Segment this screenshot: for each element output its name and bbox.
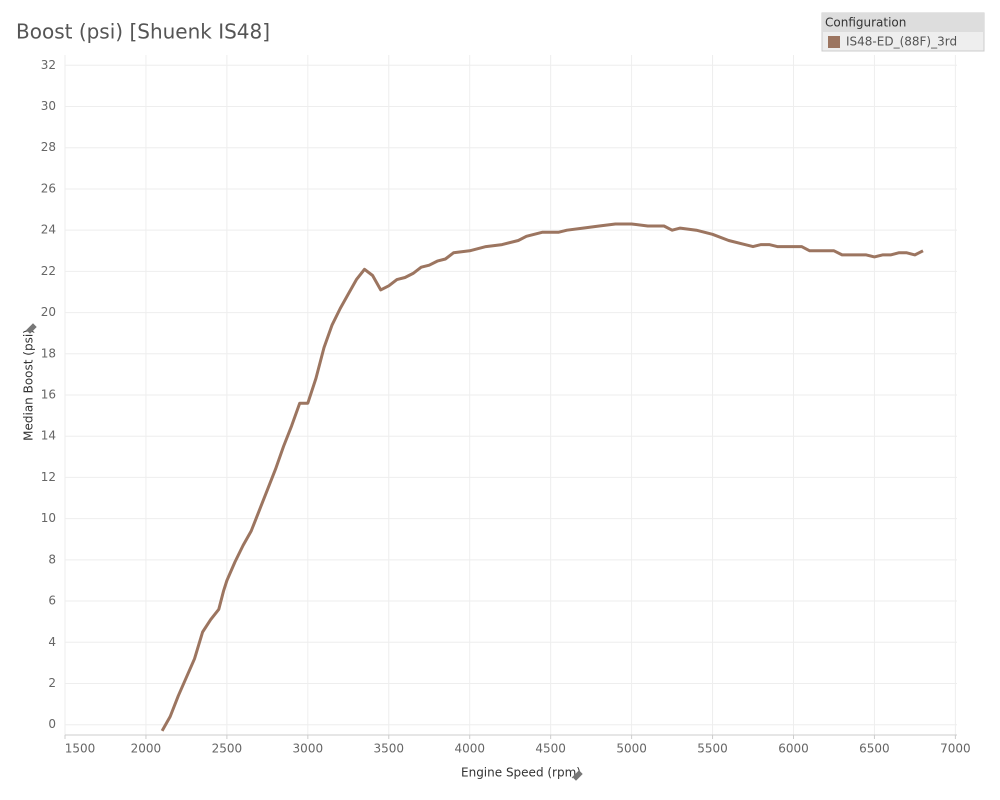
x-tick-label: 4500 bbox=[535, 742, 566, 756]
x-tick-label: 2000 bbox=[131, 742, 162, 756]
y-tick-label: 0 bbox=[48, 717, 56, 731]
y-tick-label: 6 bbox=[48, 594, 56, 608]
x-tick-label: 3000 bbox=[293, 742, 324, 756]
y-tick-label: 8 bbox=[48, 552, 56, 566]
y-tick-label: 32 bbox=[41, 58, 56, 72]
y-axis-title: Median Boost (psi) bbox=[22, 329, 36, 441]
y-tick-label: 2 bbox=[48, 676, 56, 690]
x-tick-label: 2500 bbox=[212, 742, 243, 756]
data-line bbox=[160, 222, 924, 732]
x-tick-label: 6500 bbox=[859, 742, 890, 756]
x-tick-label: 5500 bbox=[697, 742, 728, 756]
legend-swatch bbox=[828, 36, 840, 48]
y-tick-label: 12 bbox=[41, 470, 56, 484]
x-tick-label: 5000 bbox=[616, 742, 647, 756]
y-tick-label: 24 bbox=[41, 223, 56, 237]
x-tick-label: 4000 bbox=[454, 742, 485, 756]
x-tick-label: 3500 bbox=[374, 742, 405, 756]
legend[interactable]: Configuration IS48-ED_(88F)_3rd bbox=[821, 12, 985, 52]
pin-icon[interactable] bbox=[25, 323, 37, 334]
y-tick-label: 30 bbox=[41, 99, 56, 113]
legend-label[interactable]: IS48-ED_(88F)_3rd bbox=[846, 35, 957, 49]
x-tick-label: 1500 bbox=[65, 742, 96, 756]
y-tick-label: 28 bbox=[41, 140, 56, 154]
chart-title: Boost (psi) [Shuenk IS48] bbox=[16, 20, 270, 44]
x-tick-label: 6000 bbox=[778, 742, 809, 756]
pin-icon[interactable] bbox=[571, 770, 583, 781]
legend-title: Configuration bbox=[825, 16, 906, 30]
y-tick-label: 14 bbox=[41, 429, 56, 443]
y-tick-label: 20 bbox=[41, 305, 56, 319]
x-tick-label: 7000 bbox=[940, 742, 971, 756]
x-axis-title: Engine Speed (rpm) bbox=[461, 766, 581, 780]
y-tick-label: 16 bbox=[41, 388, 56, 402]
y-tick-label: 10 bbox=[41, 511, 56, 525]
y-tick-label: 22 bbox=[41, 264, 56, 278]
y-tick-label: 18 bbox=[41, 346, 56, 360]
y-tick-label: 26 bbox=[41, 181, 56, 195]
y-tick-label: 4 bbox=[48, 635, 56, 649]
legend-header bbox=[822, 13, 984, 32]
